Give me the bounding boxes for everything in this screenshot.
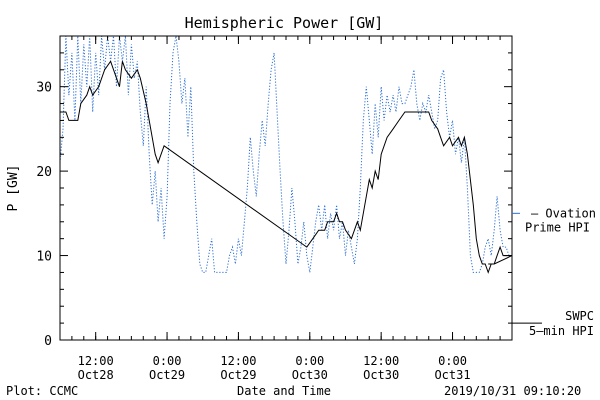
x-tick-time-label: 12:00 bbox=[78, 354, 114, 368]
x-tick-date-label: Oct28 bbox=[78, 368, 114, 382]
x-tick-time-label: 12:00 bbox=[220, 354, 256, 368]
x-axis-label: Date and Time bbox=[237, 384, 331, 398]
footer-plot-credit: Plot: CCMC bbox=[6, 384, 78, 398]
legend-ovation-line1: — Ovation bbox=[531, 206, 596, 220]
chart-title: Hemispheric Power [GW] bbox=[185, 14, 384, 32]
plot-frame bbox=[59, 35, 513, 341]
y-tick-label: 30 bbox=[36, 81, 52, 96]
x-tick-time-label: 0:00 bbox=[153, 354, 182, 368]
series-line-ovation-prime bbox=[59, 35, 512, 273]
y-axis-label: P [GW] bbox=[6, 165, 21, 212]
y-tick-label: 0 bbox=[44, 334, 52, 349]
axis-layer: 010203012:00Oct280:00Oct2912:00Oct290:00… bbox=[36, 35, 513, 382]
x-tick-date-label: Oct29 bbox=[149, 368, 185, 382]
x-tick-time-label: 0:00 bbox=[295, 354, 324, 368]
legend-ovation-line2: Prime HPI bbox=[525, 220, 590, 234]
footer-timestamp: 2019/10/31 09:10:20 bbox=[444, 384, 581, 398]
y-tick-label: 10 bbox=[36, 250, 52, 265]
x-tick-time-label: 0:00 bbox=[438, 354, 467, 368]
x-tick-date-label: Oct30 bbox=[292, 368, 328, 382]
x-tick-date-label: Oct29 bbox=[220, 368, 256, 382]
x-tick-date-label: Oct30 bbox=[363, 368, 399, 382]
series-layer bbox=[59, 35, 513, 274]
x-tick-date-label: Oct31 bbox=[434, 368, 470, 382]
legend-swpc-line2: 5—min HPI bbox=[529, 324, 594, 338]
legend-swpc-line1: SWPC bbox=[565, 309, 594, 323]
x-tick-time-label: 12:00 bbox=[363, 354, 399, 368]
series-line-swpc bbox=[60, 60, 513, 274]
y-tick-label: 20 bbox=[36, 165, 52, 180]
